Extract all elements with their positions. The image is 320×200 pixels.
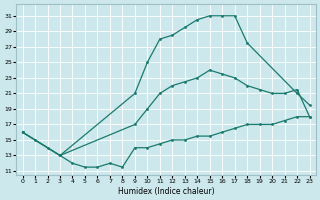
- X-axis label: Humidex (Indice chaleur): Humidex (Indice chaleur): [118, 187, 214, 196]
